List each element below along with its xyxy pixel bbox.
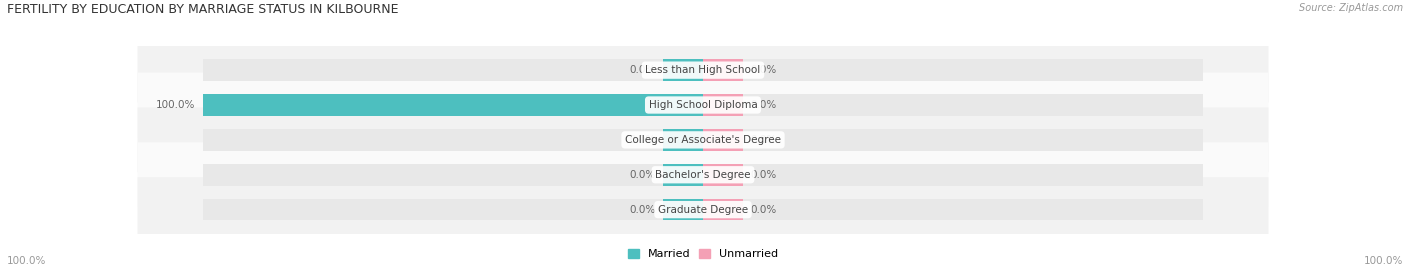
Bar [703,94,742,116]
Text: Bachelor's Degree: Bachelor's Degree [655,170,751,180]
FancyBboxPatch shape [138,177,1268,242]
Bar [664,129,703,151]
FancyBboxPatch shape [138,142,1268,207]
FancyBboxPatch shape [138,107,1268,172]
Legend: Married, Unmarried: Married, Unmarried [623,244,783,263]
Text: 100.0%: 100.0% [156,100,195,110]
Bar [664,164,703,186]
Text: 0.0%: 0.0% [630,205,655,215]
Bar [664,199,703,220]
Bar [202,59,703,81]
Text: 100.0%: 100.0% [7,256,46,266]
Bar [703,59,742,81]
Text: 0.0%: 0.0% [751,170,776,180]
Bar [202,94,703,116]
Bar [202,94,703,116]
Bar [664,59,703,81]
Text: 0.0%: 0.0% [751,135,776,145]
FancyBboxPatch shape [138,38,1268,102]
Bar [202,164,703,186]
Text: High School Diploma: High School Diploma [648,100,758,110]
Text: 0.0%: 0.0% [630,170,655,180]
Text: 100.0%: 100.0% [1364,256,1403,266]
Bar [703,164,742,186]
Bar [703,129,742,151]
Bar [703,94,1204,116]
Text: Graduate Degree: Graduate Degree [658,205,748,215]
Text: 0.0%: 0.0% [630,65,655,75]
Bar [202,199,703,220]
Bar [703,59,1204,81]
Text: Source: ZipAtlas.com: Source: ZipAtlas.com [1299,3,1403,13]
FancyBboxPatch shape [138,73,1268,137]
Text: College or Associate's Degree: College or Associate's Degree [626,135,780,145]
Text: Less than High School: Less than High School [645,65,761,75]
Text: FERTILITY BY EDUCATION BY MARRIAGE STATUS IN KILBOURNE: FERTILITY BY EDUCATION BY MARRIAGE STATU… [7,3,398,16]
Text: 0.0%: 0.0% [751,100,776,110]
Bar [202,129,703,151]
Text: 0.0%: 0.0% [630,135,655,145]
Bar [703,199,742,220]
Bar [703,164,1204,186]
Bar [703,199,1204,220]
Text: 0.0%: 0.0% [751,65,776,75]
Text: 0.0%: 0.0% [751,205,776,215]
Bar [703,129,1204,151]
